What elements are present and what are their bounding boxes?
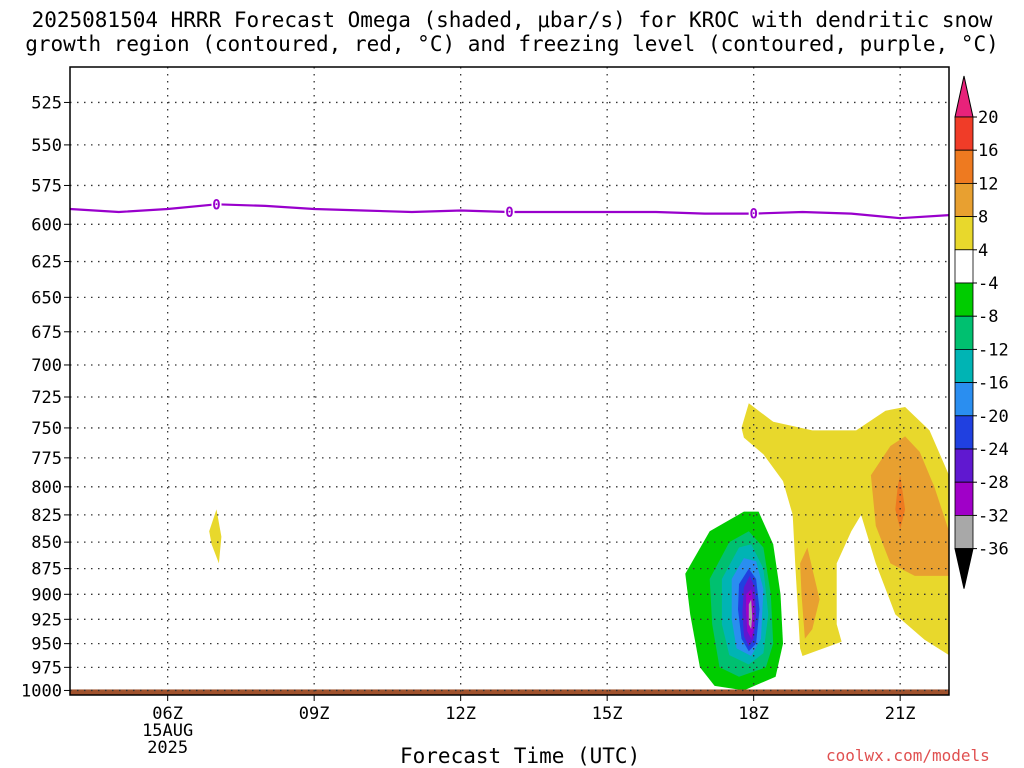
- x-tick-label-12: 12Z: [445, 704, 476, 724]
- y-tick-label-750: 750: [31, 419, 62, 439]
- x-tick-label-9: 09Z: [299, 704, 330, 724]
- colorbar-label-6: -8: [978, 307, 998, 327]
- y-tick-label-1000: 1000: [21, 681, 62, 701]
- chart-title-line-2: growth region (contoured, red, °C) and f…: [25, 32, 999, 56]
- x-tick-label-18: 18Z: [738, 704, 769, 724]
- colorbar-label-2: 12: [978, 174, 998, 194]
- colorbar-box-3: [954, 182, 974, 217]
- y-tick-label-900: 900: [31, 585, 62, 605]
- freezing-level-contour: 0 0 0: [69, 196, 950, 223]
- chart-title-line-1: 2025081504 HRRR Forecast Omega (shaded, …: [31, 8, 993, 32]
- freezing-level-label-1: 0: [505, 205, 513, 221]
- freezing-label-bg-1: [504, 204, 515, 221]
- colorbar-label-8: -16: [978, 374, 1009, 394]
- y-tick-label-825: 825: [31, 506, 62, 526]
- colorbar-box-1: [954, 116, 974, 151]
- y-tick-label-600: 600: [31, 215, 62, 235]
- surface-fill: [70, 689, 949, 695]
- colorbar-box-8: [954, 348, 974, 383]
- y-tick-label-675: 675: [31, 323, 62, 343]
- y-tick-label-575: 575: [31, 176, 62, 196]
- colorbar-label-1: 16: [978, 141, 998, 161]
- y-tick-label-875: 875: [31, 560, 62, 580]
- colorbar-label-12: -32: [978, 506, 1009, 526]
- freezing-level-label-0: 0: [212, 197, 220, 213]
- colorbar-label-10: -24: [978, 440, 1009, 460]
- colorbar-box-4: [954, 216, 974, 251]
- colorbar-box-11: [954, 448, 974, 483]
- credit-text: coolwx.com/models: [826, 746, 990, 765]
- colorbar-box-6: [954, 282, 974, 317]
- surface-mask: [70, 689, 949, 695]
- colorbar-box-7: [954, 315, 974, 350]
- colorbar-box-10: [954, 415, 974, 450]
- colorbar-box-2: [954, 149, 974, 184]
- omega-region-3: [870, 436, 949, 576]
- colorbar-box-12: [954, 481, 974, 516]
- colorbar-label-0: 20: [978, 108, 998, 128]
- omega-region-2: [800, 547, 820, 639]
- y-tick-label-700: 700: [31, 356, 62, 376]
- x-tick-label-6: 06Z: [152, 704, 183, 724]
- y-tick-label-850: 850: [31, 533, 62, 553]
- y-tick-label-525: 525: [31, 93, 62, 113]
- colorbar-label-5: -4: [978, 274, 998, 294]
- omega-shading: [209, 403, 949, 691]
- colorbar-top-arrow: [954, 75, 974, 118]
- colorbar-label-3: 8: [978, 208, 988, 228]
- colorbar-label-11: -28: [978, 473, 1009, 493]
- x-axis-label: Forecast Time (UTC): [400, 744, 641, 768]
- colorbar-bottom-arrow: [954, 548, 974, 589]
- x-date-label-0: 15AUG: [142, 721, 193, 741]
- freezing-label-bg-2: [748, 205, 759, 222]
- y-axis: 525 550 575 600 625 650 675 700 725 750 775 800 825 8…: [21, 93, 70, 701]
- colorbar-box-9: [954, 382, 974, 417]
- y-tick-label-925: 925: [31, 610, 62, 630]
- x-tick-label-21: 21Z: [885, 704, 916, 724]
- y-tick-label-550: 550: [31, 136, 62, 156]
- freezing-label-bg-0: [211, 196, 222, 213]
- colorbar-label-13: -36: [978, 540, 1009, 560]
- colorbar-label-4: 4: [978, 241, 988, 261]
- colorbar: 20 16 12 8 4 -4 -8 -12 -16 -20 -24 -28 -32 -36: [954, 75, 1009, 589]
- y-tick-label-975: 975: [31, 658, 62, 678]
- chart-title: 2025081504 HRRR Forecast Omega (shaded, …: [0, 8, 1024, 56]
- plot-frame: [69, 66, 950, 696]
- colorbar-label-9: -20: [978, 407, 1009, 427]
- freezing-level-label-2: 0: [749, 207, 757, 223]
- y-tick-label-950: 950: [31, 635, 62, 655]
- colorbar-box-13: [954, 515, 974, 550]
- y-tick-label-650: 650: [31, 288, 62, 308]
- omega-region-1: [209, 509, 222, 564]
- y-tick-label-725: 725: [31, 388, 62, 408]
- omega-region-12: [748, 599, 753, 630]
- colorbar-box-5: [954, 249, 974, 284]
- y-tick-label-775: 775: [31, 449, 62, 469]
- y-tick-label-800: 800: [31, 478, 62, 498]
- colorbar-label-7: -12: [978, 340, 1009, 360]
- x-date-label-1: 2025: [147, 738, 188, 758]
- x-tick-label-15: 15Z: [592, 704, 623, 724]
- y-tick-label-625: 625: [31, 253, 62, 273]
